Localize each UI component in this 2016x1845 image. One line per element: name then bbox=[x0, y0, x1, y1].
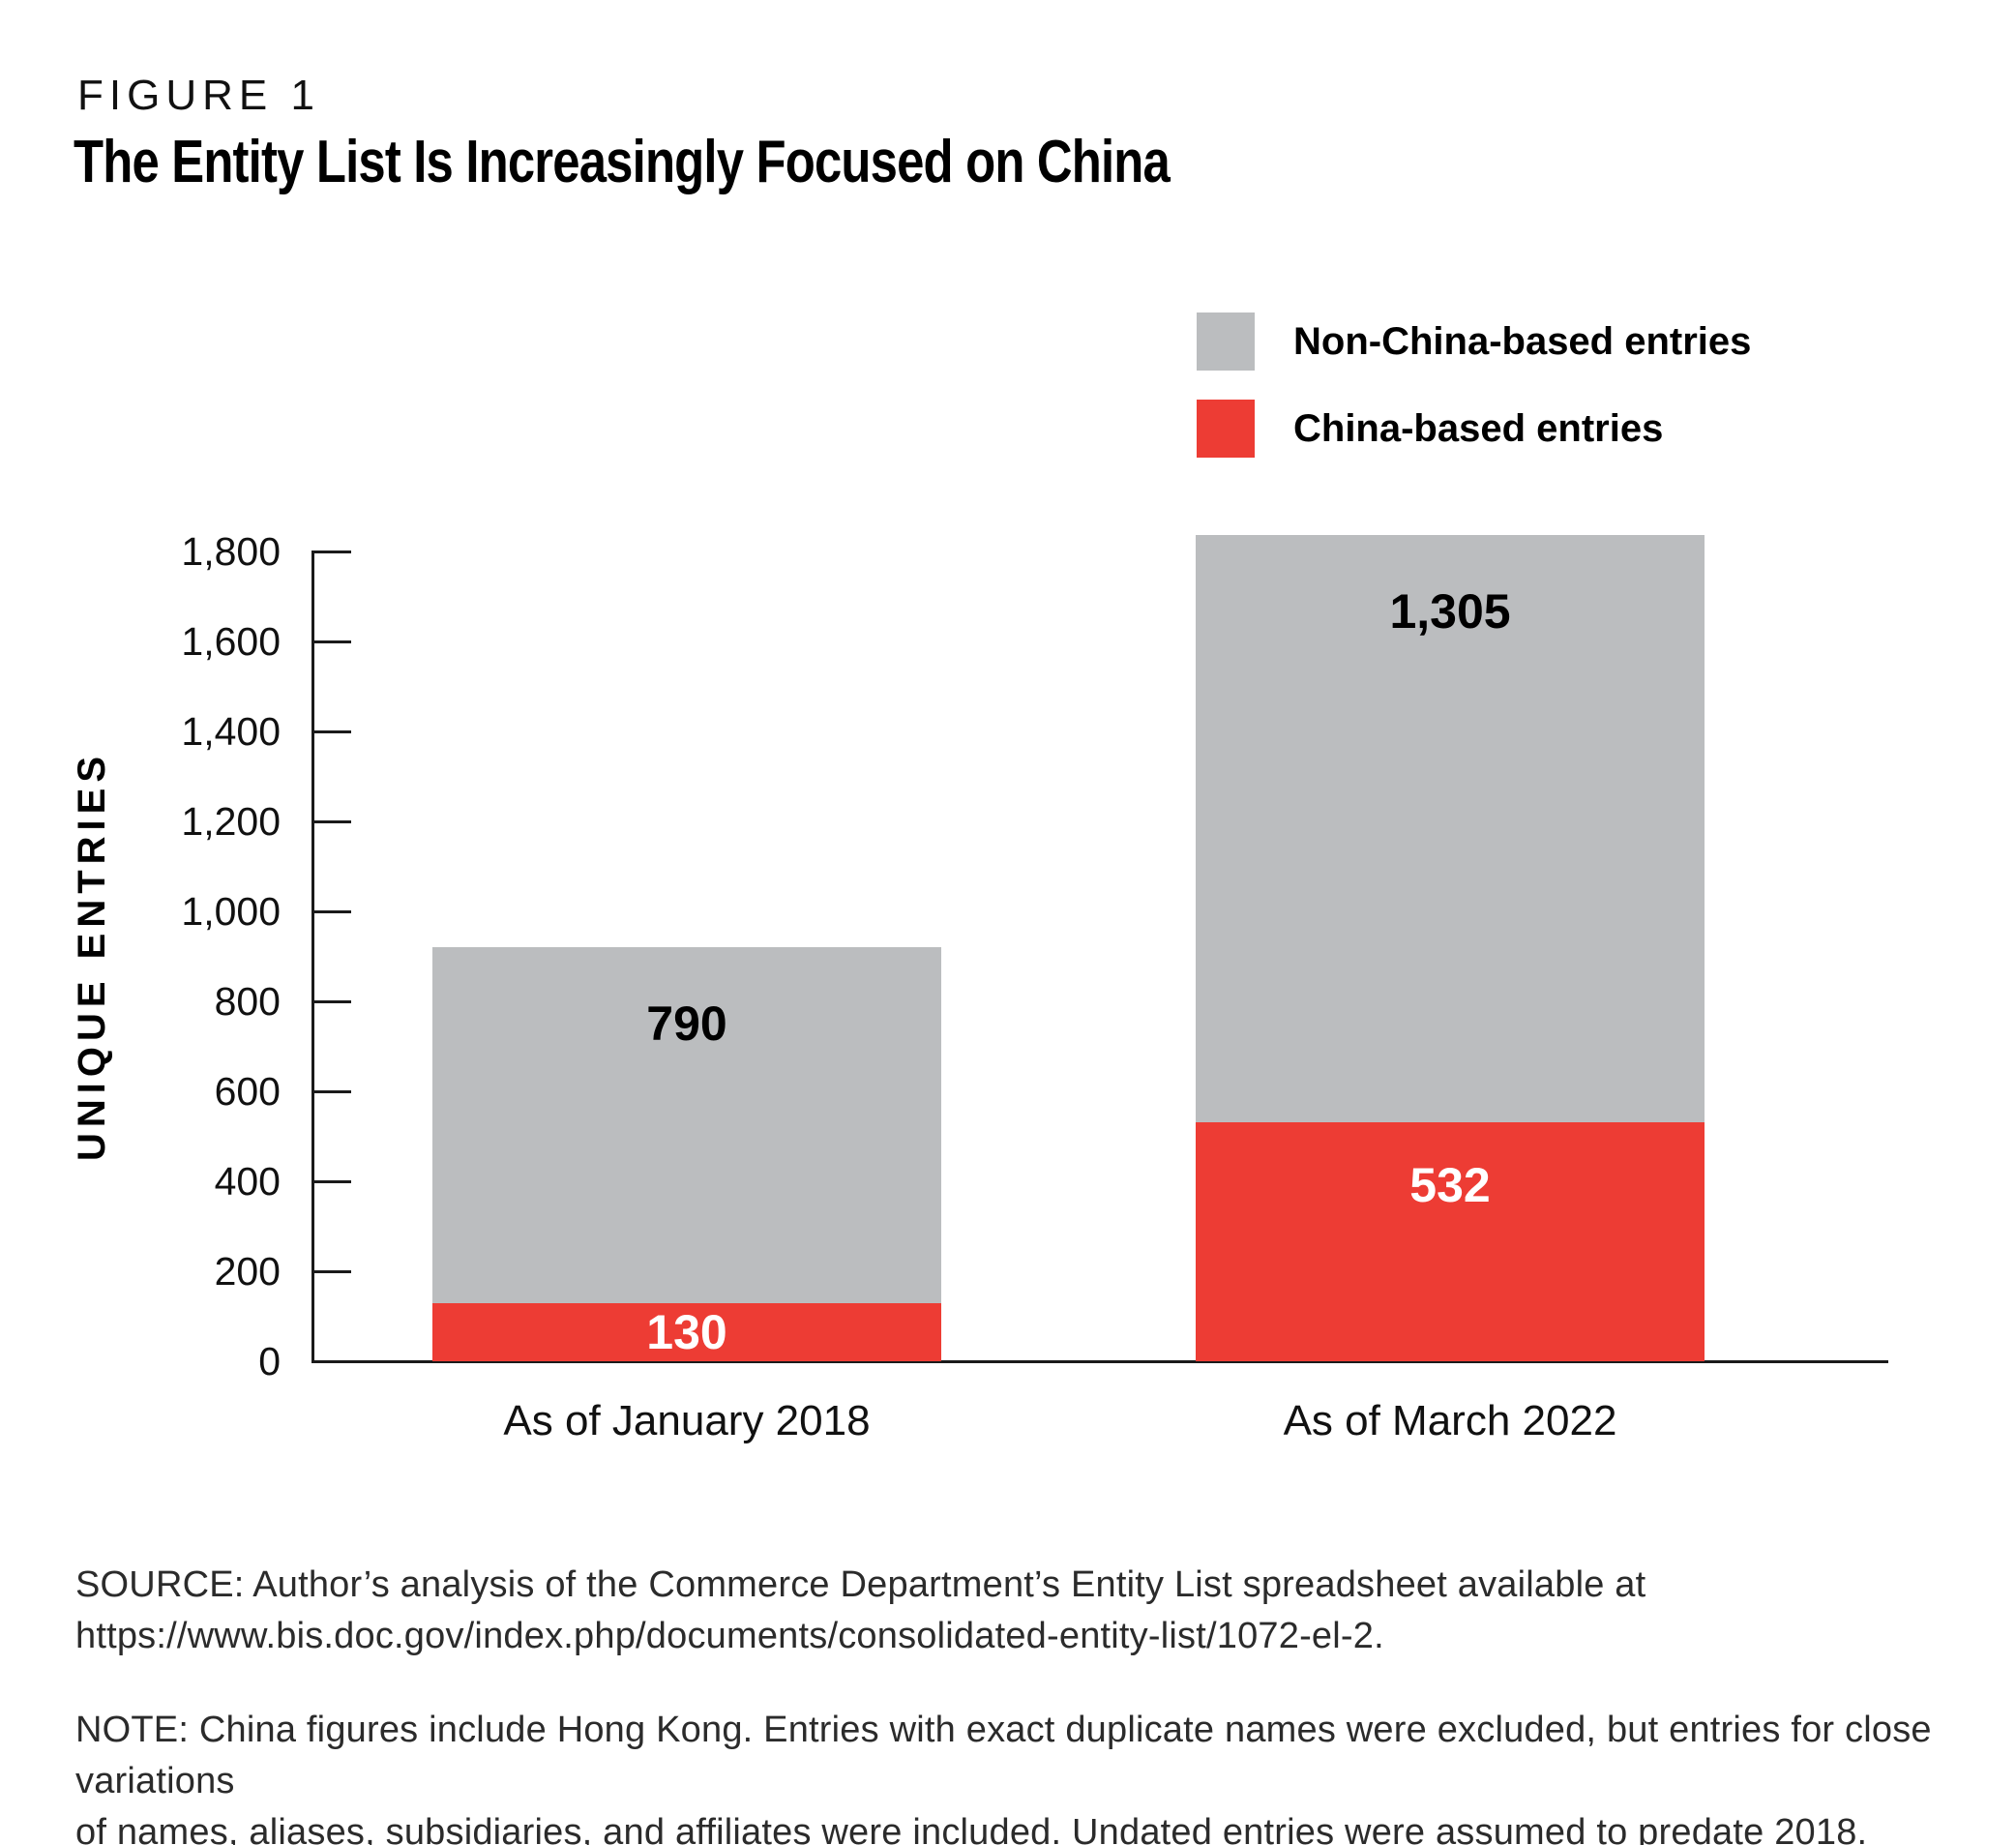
y-tick-1,800 bbox=[312, 551, 351, 553]
y-tick-label-0: 0 bbox=[258, 1339, 281, 1384]
bar-value-label-1-0: 532 bbox=[1409, 1157, 1491, 1212]
category-label-1: As of March 2022 bbox=[1283, 1397, 1617, 1444]
y-tick-1,000 bbox=[312, 910, 351, 913]
category-label-0: As of January 2018 bbox=[503, 1397, 871, 1444]
bar-segment-0-1 bbox=[432, 947, 941, 1303]
y-tick-600 bbox=[312, 1090, 351, 1093]
bar-segment-0-0 bbox=[432, 1302, 941, 1361]
y-tick-400 bbox=[312, 1180, 351, 1183]
x-axis-line bbox=[311, 1360, 1888, 1363]
y-axis-line bbox=[311, 551, 314, 1362]
y-tick-label-400: 400 bbox=[214, 1159, 281, 1204]
y-tick-label-1,600: 1,600 bbox=[181, 619, 281, 664]
legend-label-0: Non-China-based entries bbox=[1293, 320, 1752, 363]
legend-swatch-1 bbox=[1197, 400, 1255, 458]
y-tick-label-1,000: 1,000 bbox=[181, 889, 281, 934]
bar-segment-1-0 bbox=[1196, 1121, 1705, 1361]
legend-label-1: China-based entries bbox=[1293, 407, 1664, 450]
figure-title: The Entity List Is Increasingly Focused … bbox=[74, 129, 1171, 195]
bar-value-label-0-0: 130 bbox=[646, 1304, 727, 1359]
legend-swatch-0 bbox=[1197, 312, 1255, 371]
y-tick-800 bbox=[312, 1000, 351, 1003]
note-text: NOTE: China figures include Hong Kong. E… bbox=[75, 1710, 1932, 1845]
y-tick-label-1,800: 1,800 bbox=[181, 529, 281, 574]
bar-segment-1-1 bbox=[1196, 534, 1705, 1122]
bar-value-label-0-1: 790 bbox=[646, 997, 727, 1052]
y-tick-200 bbox=[312, 1270, 351, 1273]
source-text: SOURCE: Author’s analysis of the Commerc… bbox=[75, 1564, 1646, 1656]
y-tick-label-1,400: 1,400 bbox=[181, 709, 281, 754]
y-tick-1,400 bbox=[312, 730, 351, 733]
y-tick-1,600 bbox=[312, 640, 351, 643]
figure-kicker: FIGURE 1 bbox=[77, 72, 320, 119]
y-tick-label-600: 600 bbox=[214, 1069, 281, 1114]
y-axis-title: UNIQUE ENTRIES bbox=[71, 750, 113, 1162]
y-tick-label-200: 200 bbox=[214, 1249, 281, 1294]
y-tick-label-800: 800 bbox=[214, 979, 281, 1024]
y-tick-label-1,200: 1,200 bbox=[181, 799, 281, 844]
y-tick-1,200 bbox=[312, 820, 351, 823]
bar-value-label-1-1: 1,305 bbox=[1389, 583, 1511, 639]
